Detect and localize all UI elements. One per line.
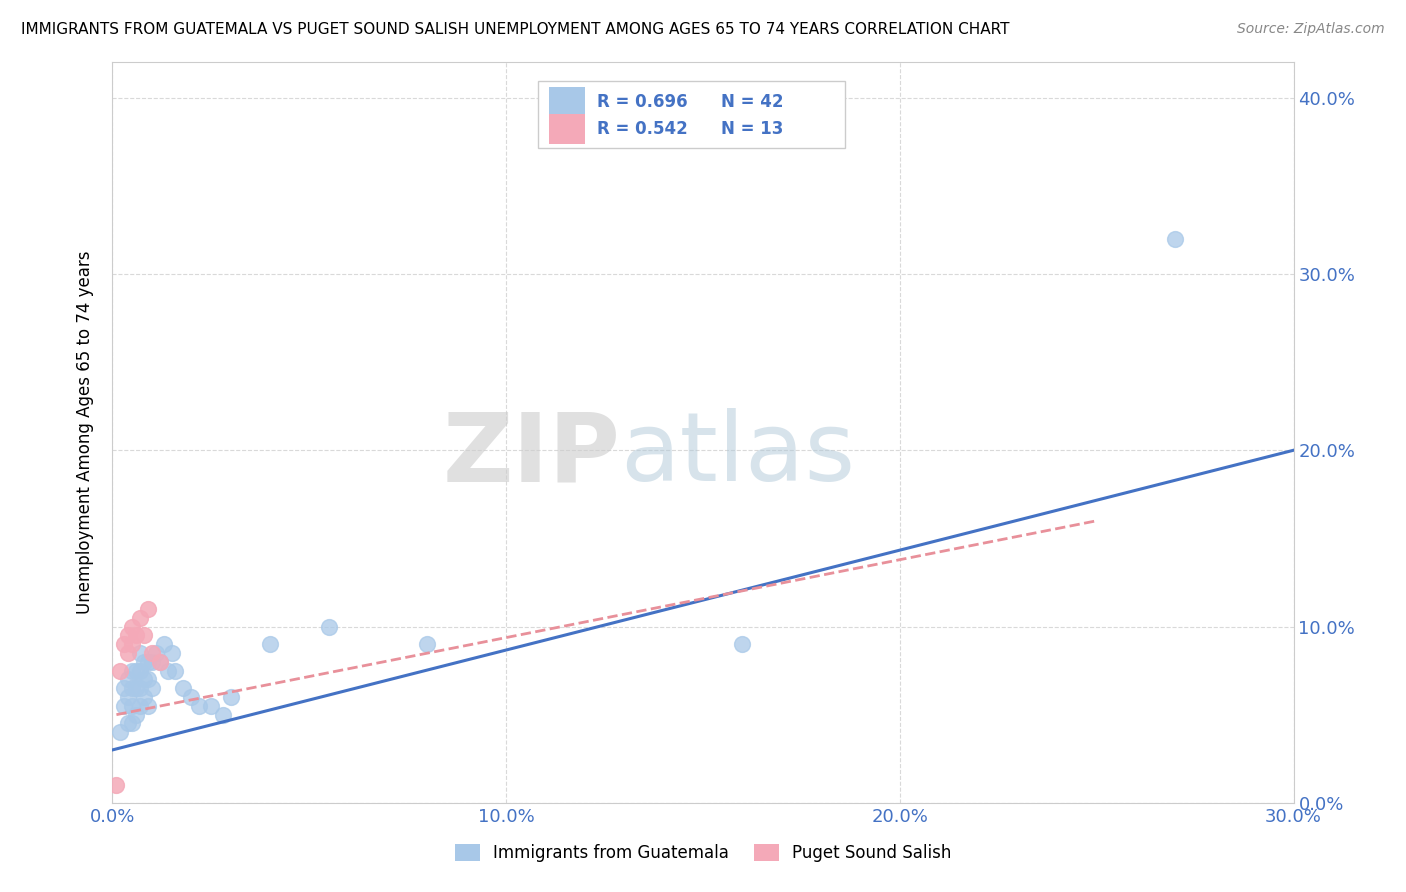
Point	[259, 637, 281, 651]
Point	[125, 681, 148, 696]
Bar	[550, 87, 585, 117]
Legend: Immigrants from Guatemala, Puget Sound Salish: Immigrants from Guatemala, Puget Sound S…	[449, 837, 957, 869]
Point	[129, 610, 152, 624]
FancyBboxPatch shape	[537, 81, 845, 147]
Point	[129, 681, 152, 696]
Point	[180, 690, 202, 704]
Point	[117, 716, 139, 731]
Point	[121, 619, 143, 633]
Point	[141, 681, 163, 696]
Point	[160, 646, 183, 660]
Text: R = 0.696: R = 0.696	[596, 93, 688, 111]
Y-axis label: Unemployment Among Ages 65 to 74 years: Unemployment Among Ages 65 to 74 years	[76, 251, 94, 615]
Point	[117, 690, 139, 704]
Point	[152, 637, 174, 651]
Point	[149, 655, 172, 669]
Point	[121, 681, 143, 696]
Point	[129, 698, 152, 713]
Point	[129, 646, 152, 660]
Point	[125, 707, 148, 722]
Point	[117, 646, 139, 660]
Point	[121, 716, 143, 731]
Point	[125, 628, 148, 642]
Point	[112, 637, 135, 651]
Point	[121, 664, 143, 678]
Point	[132, 690, 155, 704]
Text: N = 13: N = 13	[721, 120, 783, 138]
Point	[1164, 232, 1187, 246]
Text: atlas: atlas	[620, 409, 855, 501]
Point	[188, 698, 211, 713]
Point	[136, 698, 159, 713]
Point	[318, 619, 340, 633]
Point	[125, 664, 148, 678]
Text: Source: ZipAtlas.com: Source: ZipAtlas.com	[1237, 22, 1385, 37]
Point	[105, 778, 128, 792]
Point	[416, 637, 439, 651]
Point	[145, 646, 167, 660]
Point	[136, 673, 159, 687]
Point	[117, 628, 139, 642]
Point	[141, 646, 163, 660]
Point	[211, 707, 233, 722]
Point	[132, 673, 155, 687]
Text: R = 0.542: R = 0.542	[596, 120, 688, 138]
Point	[112, 698, 135, 713]
Text: N = 42: N = 42	[721, 93, 783, 111]
Point	[149, 655, 172, 669]
Point	[117, 673, 139, 687]
Point	[136, 602, 159, 616]
Point	[165, 664, 187, 678]
Point	[121, 637, 143, 651]
Point	[731, 637, 754, 651]
Point	[172, 681, 194, 696]
Bar	[550, 114, 585, 144]
Point	[110, 725, 132, 739]
Point	[132, 628, 155, 642]
Point	[219, 690, 242, 704]
Point	[110, 664, 132, 678]
Point	[129, 664, 152, 678]
Point	[200, 698, 222, 713]
Point	[141, 655, 163, 669]
Point	[121, 698, 143, 713]
Text: ZIP: ZIP	[443, 409, 620, 501]
Point	[112, 681, 135, 696]
Text: IMMIGRANTS FROM GUATEMALA VS PUGET SOUND SALISH UNEMPLOYMENT AMONG AGES 65 TO 74: IMMIGRANTS FROM GUATEMALA VS PUGET SOUND…	[21, 22, 1010, 37]
Point	[156, 664, 179, 678]
Point	[132, 655, 155, 669]
Point	[136, 655, 159, 669]
